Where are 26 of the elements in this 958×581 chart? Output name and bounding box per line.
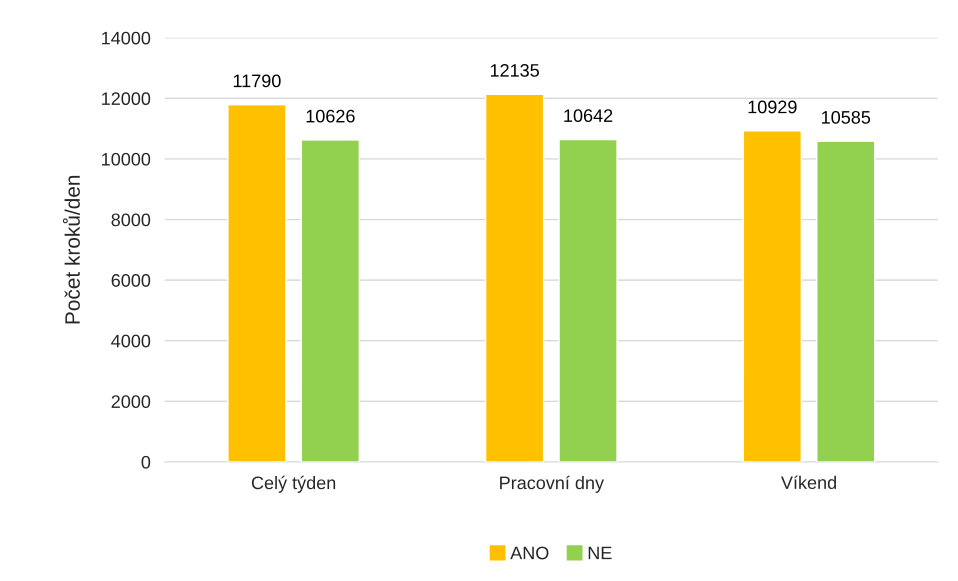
legend-label: NE <box>588 546 612 560</box>
y-tick-label: 14000 <box>102 32 150 44</box>
y-tick-label: 2000 <box>112 395 150 408</box>
x-tick-label: Celý týden <box>252 476 336 493</box>
data-label: 11790 <box>234 74 281 88</box>
bar <box>558 138 618 462</box>
y-tick-label: 6000 <box>112 274 150 287</box>
bar <box>300 139 360 462</box>
bar <box>816 140 876 462</box>
data-label: 10642 <box>564 109 612 122</box>
y-tick-label: 8000 <box>112 213 150 226</box>
bar <box>484 94 544 462</box>
data-label: 10626 <box>306 110 355 123</box>
y-tick-label: 10000 <box>102 152 150 166</box>
bar <box>227 104 287 462</box>
data-label: 10585 <box>822 110 870 124</box>
y-axis-title: Počet kroků/den <box>62 176 80 324</box>
legend-label: ANO <box>510 546 548 560</box>
x-tick-label: Víkend <box>781 476 836 490</box>
data-label: 12135 <box>490 64 539 77</box>
x-tick-label: Pracovní dny <box>500 476 604 493</box>
y-tick-label: 12000 <box>102 92 150 106</box>
y-tick-label: 0 <box>142 456 150 469</box>
bar <box>742 130 802 462</box>
data-label: 10929 <box>748 100 797 114</box>
y-tick-label: 4000 <box>111 334 150 348</box>
